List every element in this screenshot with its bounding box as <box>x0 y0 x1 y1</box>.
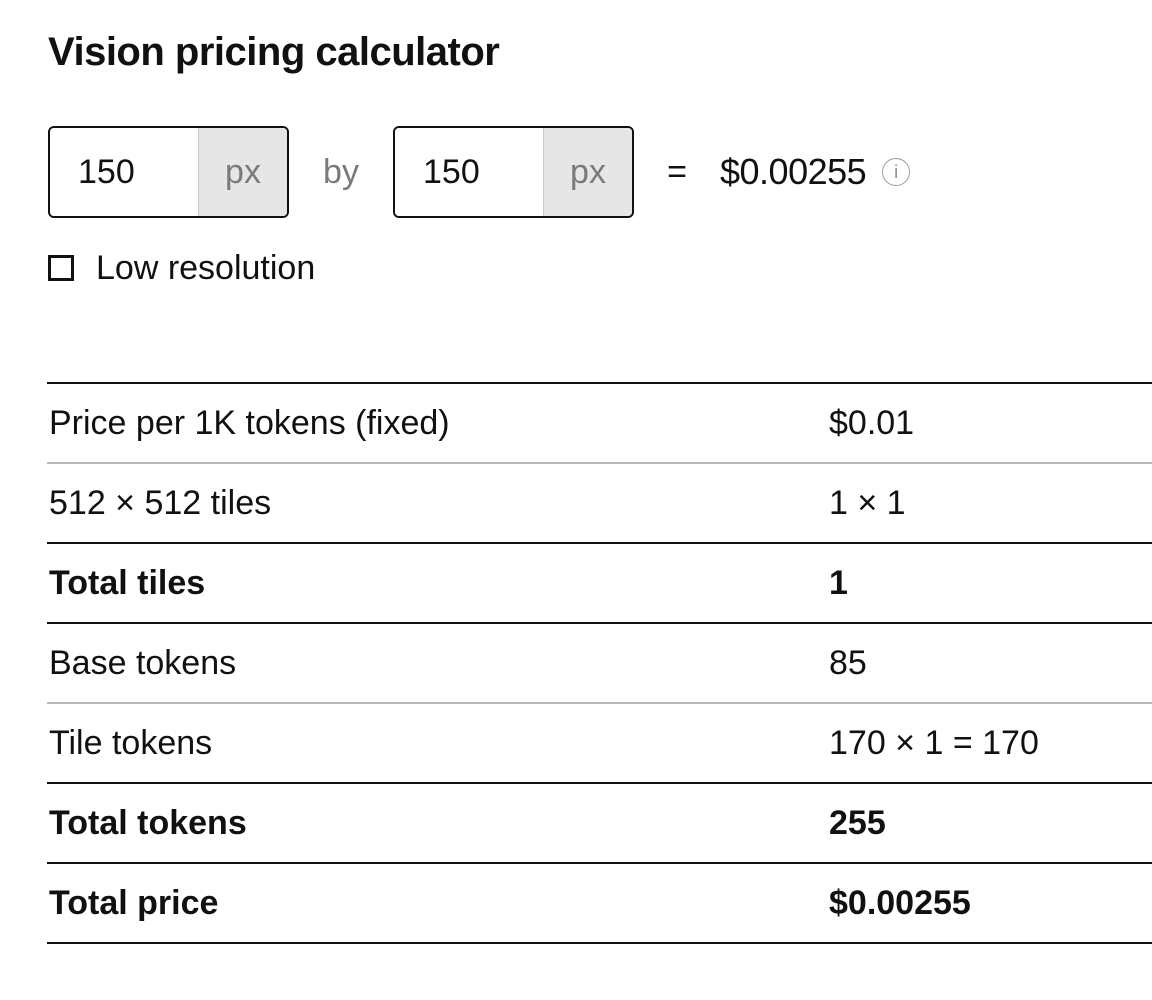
low-resolution-label: Low resolution <box>96 248 316 287</box>
width-unit-label: px <box>198 128 287 216</box>
height-input[interactable] <box>395 128 543 216</box>
low-resolution-checkbox[interactable] <box>48 255 74 281</box>
row-value: 170 × 1 = 170 <box>829 723 1039 762</box>
row-value: $0.00255 <box>829 883 971 922</box>
by-label: by <box>323 152 359 191</box>
row-label: Total tiles <box>49 563 206 602</box>
row-label: 512 × 512 tiles <box>49 483 272 522</box>
low-resolution-option[interactable]: Low resolution <box>48 248 315 288</box>
width-input[interactable] <box>50 128 198 216</box>
table-row: Total tokens 255 <box>47 784 1152 864</box>
table-row: Price per 1K tokens (fixed) $0.01 <box>47 384 1152 464</box>
height-unit-label: px <box>543 128 632 216</box>
height-input-group: px <box>393 126 634 218</box>
row-label: Total price <box>49 883 219 922</box>
row-label: Total tokens <box>49 803 247 842</box>
equals-sign: = <box>667 152 687 191</box>
info-icon[interactable]: i <box>882 158 911 186</box>
row-label: Base tokens <box>49 643 237 682</box>
table-row: Total tiles 1 <box>47 544 1152 624</box>
pricing-breakdown-table: Price per 1K tokens (fixed) $0.01 512 × … <box>47 382 1152 944</box>
table-row: Total price $0.00255 <box>47 864 1152 944</box>
row-value: 1 <box>829 563 848 602</box>
table-row: Tile tokens 170 × 1 = 170 <box>47 704 1152 784</box>
table-row: Base tokens 85 <box>47 624 1152 704</box>
result-price: $0.00255 <box>720 151 867 192</box>
row-value: 85 <box>829 643 867 682</box>
dimensions-row: px by px = $0.00255 i <box>48 124 911 220</box>
row-value: 1 × 1 <box>829 483 906 522</box>
row-label: Price per 1K tokens (fixed) <box>49 403 450 442</box>
row-label: Tile tokens <box>49 723 213 762</box>
page-title: Vision pricing calculator <box>48 30 500 74</box>
table-row: 512 × 512 tiles 1 × 1 <box>47 464 1152 544</box>
row-value: 255 <box>829 803 886 842</box>
width-input-group: px <box>48 126 289 218</box>
row-value: $0.01 <box>829 403 915 442</box>
